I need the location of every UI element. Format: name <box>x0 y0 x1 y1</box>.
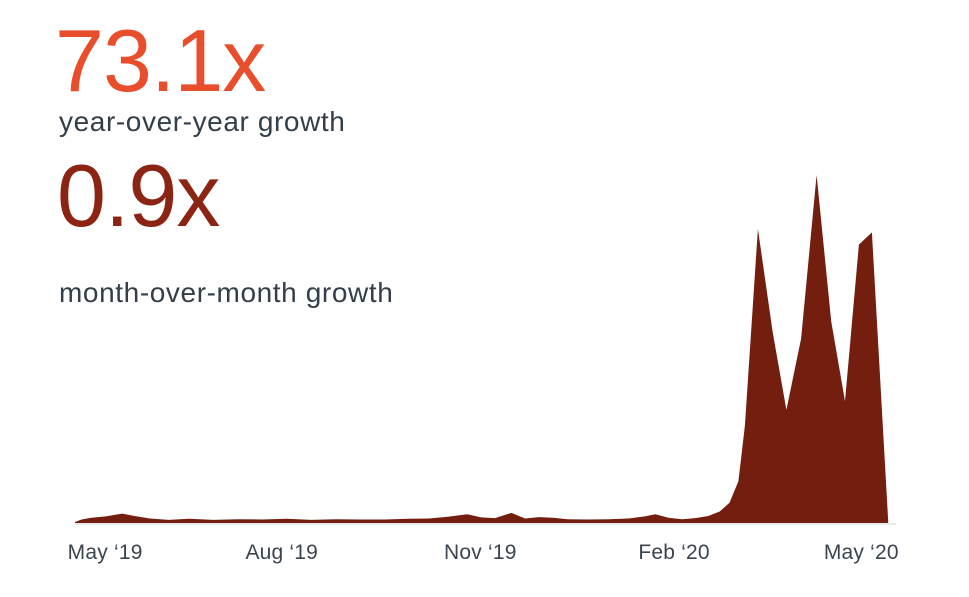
x-axis-baseline <box>75 523 896 525</box>
yoy-stat-label: year-over-year growth <box>59 106 346 137</box>
mom-stat-label: month-over-month growth <box>59 277 394 308</box>
x-axis-label: Nov ‘19 <box>444 541 517 564</box>
x-axis-label: May ‘20 <box>823 541 899 564</box>
yoy-stat-value: 73.1x <box>55 11 266 110</box>
growth-area-chart <box>75 171 889 523</box>
x-axis: May ‘19 Aug ‘19 Nov ‘19 Feb ‘20 May ‘20 <box>68 541 899 567</box>
x-axis-label: Aug ‘19 <box>245 541 319 564</box>
x-axis-label: May ‘19 <box>67 541 143 564</box>
x-axis-label: Feb ‘20 <box>638 541 710 564</box>
mom-stat-value: 0.9x <box>57 146 220 245</box>
area-series <box>75 175 889 523</box>
